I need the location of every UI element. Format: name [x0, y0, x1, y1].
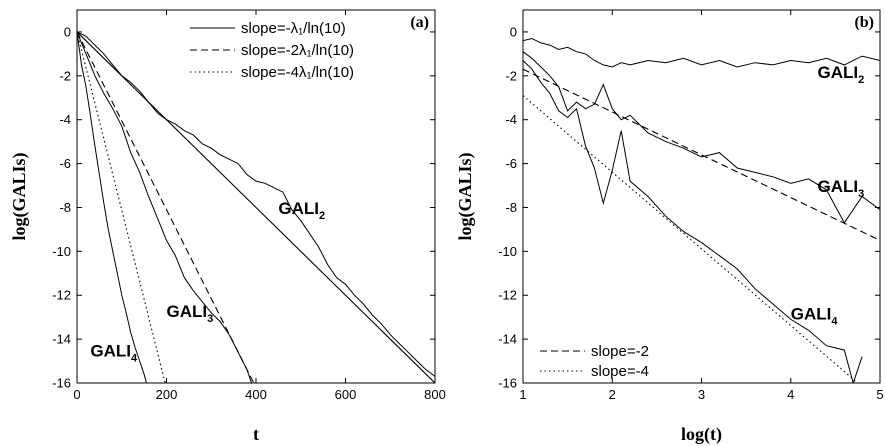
y-tick-label: -12 [498, 288, 517, 303]
reference-line-dotted [523, 95, 859, 383]
y-tick-label: 0 [64, 24, 71, 39]
legend-label: slope=-λ₁/ln(10) [241, 20, 346, 37]
gali-annotation-text: GALI [90, 342, 131, 361]
reference-line-solid [77, 31, 435, 383]
y-tick-label: -6 [505, 156, 517, 171]
gali-annotation-text: GALI [818, 63, 859, 82]
y-tick-label: -14 [52, 332, 71, 347]
x-tick-label: 5 [876, 387, 883, 402]
series-gali3 [77, 31, 252, 383]
gali-annotation: GALI2 [278, 199, 325, 222]
gali-annotation-subscript: 3 [207, 313, 213, 325]
x-tick-label: 3 [698, 387, 705, 402]
y-tick-label: -10 [52, 244, 71, 259]
reference-line-dashed [523, 68, 880, 241]
y-tick-label: -10 [498, 244, 517, 259]
panel-label: (b) [854, 14, 874, 31]
panel-label: (a) [410, 14, 429, 31]
series-gali2 [523, 37, 880, 68]
y-tick-label: -16 [52, 376, 71, 391]
y-tick-label: -4 [59, 112, 71, 127]
series-gali4 [523, 60, 863, 383]
y-tick-label: -16 [498, 376, 517, 391]
legend-label: slope=-4 [591, 363, 649, 380]
gali-annotation-text: GALI [167, 302, 208, 321]
y-axis-label: log(GALIs) [9, 152, 30, 240]
panel-a: 0 200 400 600 800 0 -2 -4 -6 -8 -10 -12 -14 -16 t log(G… [9, 9, 446, 444]
legend-label: slope=-2 [591, 343, 649, 360]
x-tick-label: 400 [245, 387, 267, 402]
y-tick-label: -2 [59, 68, 71, 83]
gali-annotation: GALI3 [167, 302, 214, 325]
gali-annotation-subscript: 3 [858, 188, 864, 200]
x-axis-label: log(t) [681, 424, 722, 445]
gali-annotation: GALI2 [818, 63, 865, 86]
plot-area [523, 37, 880, 383]
y-tick-label: 0 [510, 24, 517, 39]
x-tick-label: 2 [609, 387, 616, 402]
x-tick-label: 200 [156, 387, 178, 402]
gali-annotation-subscript: 2 [858, 74, 864, 86]
gali-annotation: GALI4 [791, 304, 839, 327]
x-axis-label: t [253, 424, 259, 444]
x-tick-label: 4 [787, 387, 794, 402]
series-gali3 [523, 51, 880, 224]
gali-annotation-text: GALI [818, 177, 859, 196]
y-tick-label: -6 [59, 156, 71, 171]
reference-line-dotted [77, 31, 166, 383]
x-tick-label: 1 [519, 387, 526, 402]
legend-label: slope=-4λ₁/ln(10) [241, 64, 354, 81]
y-tick-label: -12 [52, 288, 71, 303]
gali-annotation-subscript: 4 [131, 353, 138, 365]
gali-annotation-subscript: 2 [319, 210, 325, 222]
y-tick-label: -8 [59, 200, 71, 215]
y-tick-label: -4 [505, 112, 517, 127]
series-gali4 [77, 31, 147, 383]
legend-label: slope=-2λ₁/ln(10) [241, 42, 354, 59]
x-tick-label: 600 [335, 387, 357, 402]
gali-annotation: GALI3 [818, 177, 865, 200]
x-tick-label: 800 [424, 387, 446, 402]
y-tick-label: -14 [498, 332, 517, 347]
y-tick-label: -8 [505, 200, 517, 215]
x-tick-label: 0 [73, 387, 80, 402]
y-axis-label: log(GALIs) [455, 152, 476, 240]
gali-annotation-text: GALI [791, 304, 832, 323]
reference-line-dashed [77, 31, 255, 383]
gali-annotation-text: GALI [278, 199, 319, 218]
y-tick-label: -2 [505, 68, 517, 83]
panel-b: 1 2 3 4 5 0 -2 -4 -6 -8 -10 -12 -14 -16 log(t) log(GALI… [455, 9, 884, 445]
plot-area [77, 31, 435, 383]
gali-annotation-subscript: 4 [831, 315, 838, 327]
series-gali2 [77, 31, 435, 377]
gali-annotation: GALI4 [90, 342, 138, 365]
